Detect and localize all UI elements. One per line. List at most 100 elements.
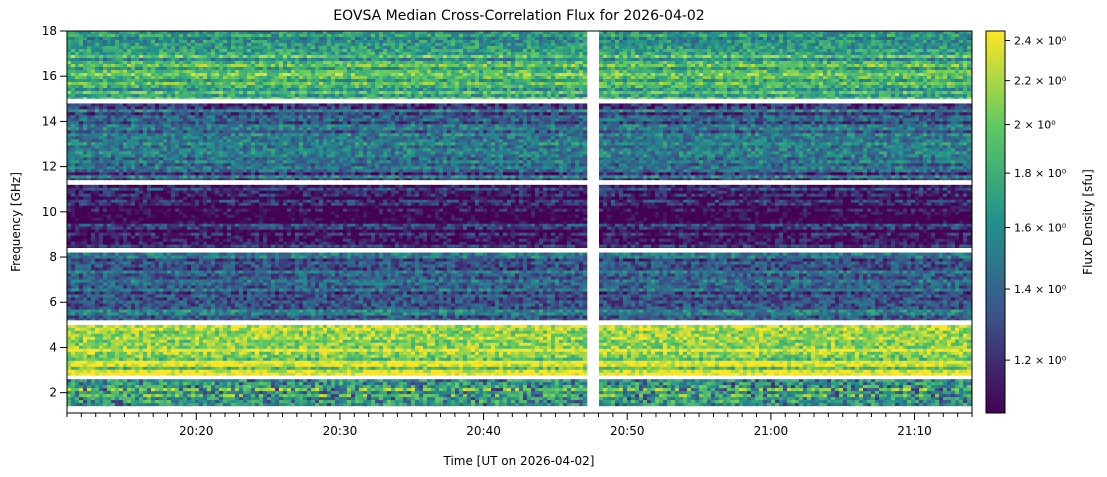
heatmap-cell: [411, 343, 415, 346]
heatmap-cell: [783, 379, 787, 382]
heatmap-cell: [455, 355, 459, 358]
heatmap-cell: [75, 403, 79, 406]
heatmap-cell: [411, 340, 415, 343]
heatmap-cell: [447, 391, 451, 394]
heatmap-cell: [491, 328, 495, 331]
heatmap-cell: [711, 328, 715, 331]
heatmap-cell: [359, 325, 363, 328]
heatmap-cell: [523, 328, 527, 331]
heatmap-cell: [647, 388, 651, 391]
heatmap-cell: [807, 391, 811, 394]
heatmap-cell: [435, 391, 439, 394]
heatmap-cell: [515, 403, 519, 406]
heatmap-cell: [235, 358, 239, 361]
heatmap-cell: [499, 379, 503, 382]
heatmap-cell: [431, 346, 435, 349]
heatmap-cell: [535, 379, 539, 382]
heatmap-cell: [823, 325, 827, 328]
heatmap-cell: [235, 394, 239, 397]
heatmap-cell: [755, 379, 759, 382]
heatmap-cell: [123, 361, 127, 364]
heatmap-cell: [107, 397, 111, 400]
heatmap-cell: [531, 331, 535, 334]
heatmap-cell: [771, 397, 775, 400]
heatmap-cell: [715, 385, 719, 388]
heatmap-cell: [955, 331, 959, 334]
heatmap-cell: [559, 385, 563, 388]
heatmap-cell: [207, 391, 211, 394]
heatmap-cell: [303, 328, 307, 331]
heatmap-cell: [851, 397, 855, 400]
heatmap-cell: [891, 337, 895, 340]
heatmap-cell: [787, 337, 791, 340]
heatmap-cell: [203, 382, 207, 385]
heatmap-cell: [95, 334, 99, 337]
heatmap-cell: [175, 397, 179, 400]
heatmap-cell: [935, 403, 939, 406]
heatmap-cell: [911, 397, 915, 400]
heatmap-cell: [411, 400, 415, 403]
heatmap-cell: [443, 397, 447, 400]
heatmap-cell: [663, 379, 667, 382]
heatmap-cell: [563, 349, 567, 352]
heatmap-cell: [755, 382, 759, 385]
heatmap-cell: [931, 343, 935, 346]
heatmap-cell: [487, 385, 491, 388]
heatmap-cell: [335, 382, 339, 385]
heatmap-cell: [503, 334, 507, 337]
heatmap-cell: [295, 352, 299, 355]
heatmap-cell: [527, 334, 531, 337]
heatmap-cell: [175, 385, 179, 388]
heatmap-cell: [383, 379, 387, 382]
heatmap-cell: [71, 400, 75, 403]
heatmap-cell: [319, 325, 323, 328]
heatmap-cell: [359, 355, 363, 358]
heatmap-cell: [299, 358, 303, 361]
heatmap-cell: [379, 385, 383, 388]
heatmap-cell: [511, 334, 515, 337]
heatmap-cell: [431, 349, 435, 352]
heatmap-cell: [367, 334, 371, 337]
heatmap-cell: [171, 379, 175, 382]
heatmap-cell: [907, 334, 911, 337]
heatmap-cell: [387, 328, 391, 331]
heatmap-cell: [367, 382, 371, 385]
heatmap-cell: [315, 385, 319, 388]
heatmap-cell: [783, 358, 787, 361]
heatmap-cell: [187, 361, 191, 364]
heatmap-cell: [379, 358, 383, 361]
heatmap-cell: [791, 403, 795, 406]
heatmap-cell: [355, 349, 359, 352]
heatmap-cell: [767, 340, 771, 343]
heatmap-cell: [155, 397, 159, 400]
heatmap-cell: [287, 382, 291, 385]
heatmap-cell: [67, 352, 71, 355]
heatmap-cell: [447, 340, 451, 343]
heatmap-cell: [231, 382, 235, 385]
heatmap-cell: [175, 391, 179, 394]
heatmap-cell: [387, 379, 391, 382]
heatmap-cell: [663, 391, 667, 394]
heatmap-cell: [95, 394, 99, 397]
heatmap-cell: [635, 349, 639, 352]
heatmap-cell: [955, 382, 959, 385]
heatmap-cell: [783, 343, 787, 346]
heatmap-cell: [343, 352, 347, 355]
heatmap-cell: [815, 382, 819, 385]
heatmap-cell: [883, 334, 887, 337]
heatmap-cell: [215, 361, 219, 364]
heatmap-cell: [111, 352, 115, 355]
heatmap-cell: [99, 358, 103, 361]
heatmap-cell: [651, 403, 655, 406]
heatmap-cell: [915, 400, 919, 403]
heatmap-cell: [451, 382, 455, 385]
heatmap-cell: [439, 346, 443, 349]
heatmap-cell: [443, 400, 447, 403]
heatmap-cell: [67, 346, 71, 349]
heatmap-cell: [487, 379, 491, 382]
heatmap-cell: [343, 340, 347, 343]
heatmap-cell: [631, 331, 635, 334]
heatmap-cell: [83, 352, 87, 355]
heatmap-cell: [243, 382, 247, 385]
heatmap-cell: [619, 325, 623, 328]
